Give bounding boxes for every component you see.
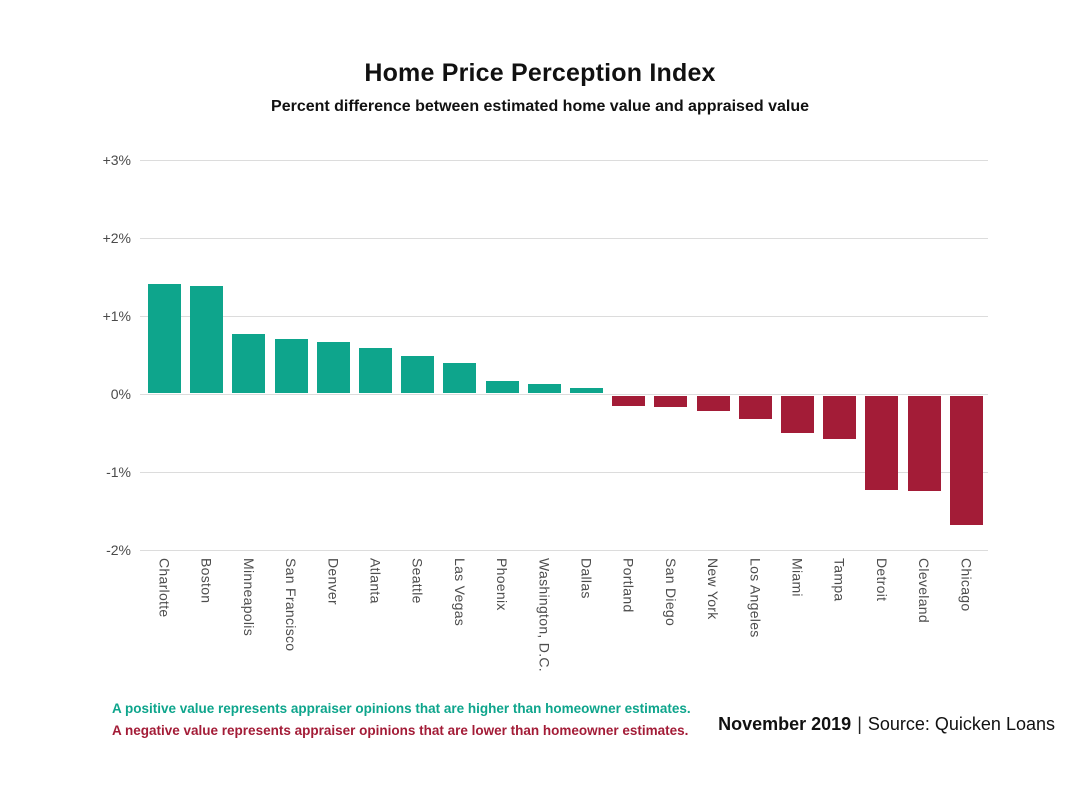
y-tick-label-1: +1% [102, 308, 131, 324]
bar-atlanta [359, 347, 392, 393]
x-axis-label-san-francisco: San Francisco [283, 558, 300, 652]
bar-miami [781, 396, 814, 434]
chart-subtitle: Percent difference between estimated hom… [271, 98, 809, 115]
footnote-positive: A positive value represents appraiser op… [112, 701, 691, 716]
x-axis-label-charlotte: Charlotte [156, 558, 173, 618]
gridline-1 [140, 316, 988, 317]
bar-dallas [570, 387, 603, 393]
footnote-negative: A negative value represents appraiser op… [112, 722, 689, 738]
source-attribution: Source: Quicken Loans [867, 714, 1055, 734]
y-tick-label-0: 0% [110, 386, 131, 402]
x-axis-label-los-angeles: Los Angeles [747, 558, 764, 638]
bar-new-york [696, 396, 730, 411]
source-separator: | [857, 714, 862, 734]
y-tick-label-3: +3% [102, 152, 131, 168]
bar-las-vegas [443, 362, 477, 393]
x-axis-label-new-york: New York [705, 558, 722, 620]
bar-cleveland [907, 396, 941, 492]
x-axis-label-san-diego: San Diego [662, 558, 679, 627]
bar-san-francisco [274, 339, 308, 393]
bar-seattle [401, 355, 435, 393]
bar-los-angeles [738, 396, 772, 419]
x-axis-label-tampa: Tampa [831, 558, 848, 602]
x-axis-label-chicago: Chicago [958, 558, 975, 612]
bar-chicago [949, 396, 983, 525]
x-axis-label-portland: Portland [620, 558, 637, 613]
x-axis-label-minneapolis: Minneapolis [240, 558, 257, 637]
bar-phoenix [485, 381, 519, 393]
x-axis-label-phoenix: Phoenix [494, 558, 511, 611]
gridline-2 [140, 550, 988, 551]
x-axis-label-detroit: Detroit [873, 558, 890, 602]
x-axis-label-atlanta: Atlanta [367, 558, 384, 604]
y-tick-label-2: -2% [106, 542, 131, 558]
bar-washington-d-c [527, 383, 561, 393]
bar-minneapolis [232, 333, 266, 393]
x-axis-label-las-vegas: Las Vegas [451, 558, 468, 627]
gridline-3 [140, 160, 988, 161]
bar-san-diego [654, 396, 688, 407]
gridline-2 [140, 238, 988, 239]
x-axis-label-denver: Denver [325, 558, 342, 605]
x-axis-label-miami: Miami [789, 558, 806, 597]
gridline-0 [140, 394, 988, 395]
bar-detroit [865, 396, 899, 490]
source-date: November 2019 [718, 714, 852, 734]
gridline-1 [140, 472, 988, 473]
x-axis-label-boston: Boston [198, 558, 215, 604]
y-tick-label-2: +2% [102, 230, 131, 246]
x-axis-label-washington-d-c: Washington, D.C. [536, 558, 553, 672]
bar-denver [316, 342, 350, 393]
chart-title: Home Price Perception Index [364, 59, 716, 87]
bar-tampa [823, 396, 857, 439]
x-axis-label-dallas: Dallas [578, 558, 595, 599]
x-axis-label-seattle: Seattle [409, 558, 426, 604]
x-axis-label-cleveland: Cleveland [916, 558, 933, 623]
bar-boston [190, 286, 224, 393]
bar-charlotte [148, 283, 181, 393]
source-line: November 2019 | Source: Quicken Loans [718, 714, 1055, 735]
y-tick-label-1: -1% [106, 464, 131, 480]
bar-portland [612, 396, 646, 407]
footnotes: A positive value represents appraiser op… [112, 698, 691, 741]
